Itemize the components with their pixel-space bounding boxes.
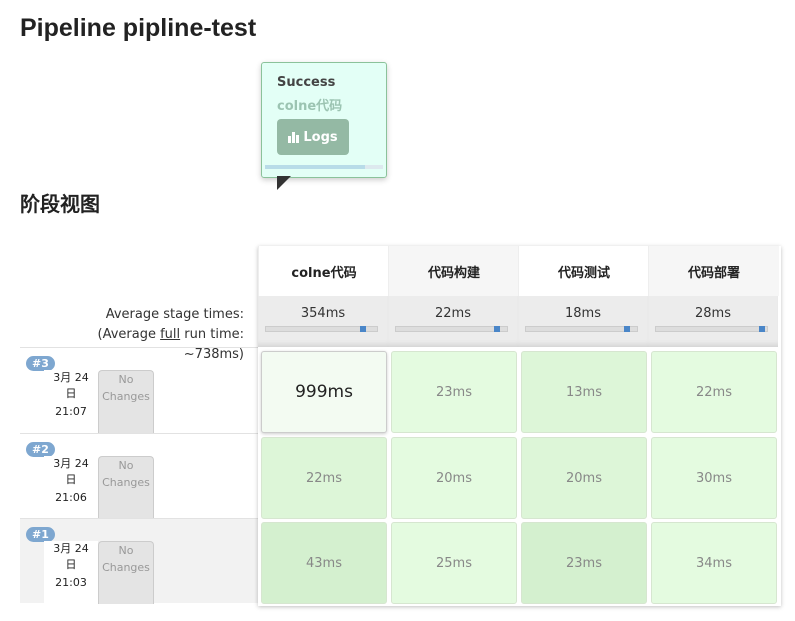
build-number-badge[interactable]: #2 [26, 442, 55, 457]
bar-chart-icon [288, 132, 300, 143]
build-number-badge[interactable]: #1 [26, 527, 55, 542]
changes-box[interactable]: No Changes [98, 370, 154, 433]
stage-average-bar [655, 326, 768, 332]
stage-cell[interactable]: 43ms [261, 522, 387, 604]
stage-cell[interactable]: 13ms [521, 351, 647, 433]
logs-button[interactable]: Logs [277, 119, 349, 155]
stage-header: 代码测试 [518, 246, 649, 296]
build-date: 3月 24 日 21:06 [44, 456, 98, 518]
average-stage-times: Average stage times: (Average full run t… [97, 307, 244, 362]
stage-cell[interactable]: 20ms [521, 437, 647, 519]
popover-stage-name: colne代码 [277, 99, 343, 114]
stage-average-bar [265, 326, 378, 332]
stage-average: 22ms [388, 296, 518, 347]
full-run-link[interactable]: full [160, 327, 181, 342]
page-title: Pipeline pipline-test [20, 14, 257, 42]
stage-header: 代码部署 [648, 246, 779, 296]
build-row: #3 3月 24 日 21:07 No Changes [20, 347, 258, 433]
stage-grid: colne代码 354ms 代码构建 22ms 代码测试 18ms 代码部署 28ms 999m… [258, 246, 781, 606]
build-row: #1 3月 24 日 21:03 No Changes [20, 518, 258, 604]
stage-average: 354ms [258, 296, 388, 347]
build-date: 3月 24 日 21:07 [44, 370, 98, 432]
stage-cell[interactable]: 23ms [521, 522, 647, 604]
build-date: 3月 24 日 21:03 [44, 541, 98, 603]
stage-cell[interactable]: 30ms [651, 437, 777, 519]
stage-header: 代码构建 [388, 246, 519, 296]
stage-cell[interactable]: 23ms [391, 351, 517, 433]
stage-cell[interactable]: 22ms [261, 437, 387, 519]
stage-view-title: 阶段视图 [20, 192, 100, 216]
build-row: #2 3月 24 日 21:06 No Changes [20, 433, 258, 519]
build-number-badge[interactable]: #3 [26, 356, 55, 371]
stage-cell[interactable]: 34ms [651, 522, 777, 604]
stage-popover: Success colne代码 Logs [261, 62, 387, 178]
stage-average-bar [525, 326, 638, 332]
stage-cell[interactable]: 999ms [261, 351, 387, 433]
popover-progress [265, 165, 383, 169]
popover-arrow [277, 176, 291, 190]
stage-cell[interactable]: 20ms [391, 437, 517, 519]
changes-box[interactable]: No Changes [98, 541, 154, 604]
stage-cell[interactable]: 22ms [651, 351, 777, 433]
popover-status: Success [277, 75, 336, 90]
stage-average-bar [395, 326, 508, 332]
stage-average: 28ms [648, 296, 778, 347]
stage-cell[interactable]: 25ms [391, 522, 517, 604]
stage-header: colne代码 [258, 246, 389, 296]
changes-box[interactable]: No Changes [98, 456, 154, 519]
stage-average: 18ms [518, 296, 648, 347]
